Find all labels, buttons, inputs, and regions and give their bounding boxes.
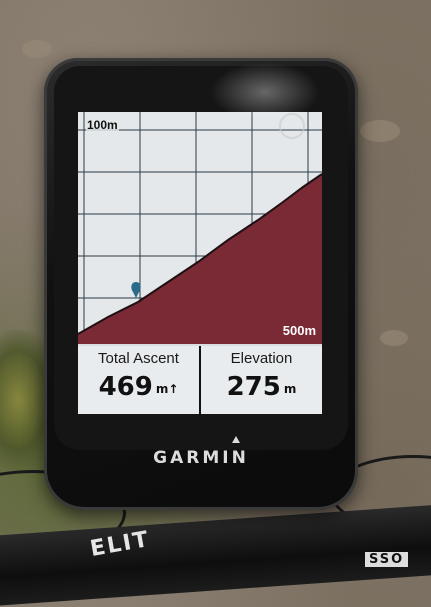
device-screen: 100m 500m Total Ascent 469 m↑ Elevation 2… — [78, 112, 322, 414]
elevation-plot — [78, 112, 322, 344]
field-value: 469 m↑ — [78, 372, 199, 402]
background-speck — [22, 40, 52, 58]
field-unit: m — [283, 382, 297, 396]
field-unit: m↑ — [155, 382, 179, 396]
field-title: Elevation — [230, 350, 293, 367]
field-elevation[interactable]: Elevation 275 m — [201, 346, 322, 414]
handlebar-right-text: SSO — [365, 552, 409, 567]
background-speck — [380, 330, 408, 346]
field-number: 469 — [98, 372, 153, 402]
elevation-chart: 100m 500m — [78, 112, 322, 344]
glare-ring — [279, 113, 305, 139]
brand-logo: GARMIN — [153, 448, 249, 468]
chart-bottom-label: 500m — [282, 323, 316, 338]
map-pin-icon — [131, 282, 141, 298]
data-fields: Total Ascent 469 m↑ Elevation 275 m — [78, 346, 322, 414]
field-total-ascent[interactable]: Total Ascent 469 m↑ — [78, 346, 199, 414]
chart-top-label: 100m — [86, 118, 119, 132]
brand-triangle-icon — [232, 436, 240, 443]
field-value: 275 m — [201, 372, 322, 402]
elevation-profile-line — [78, 173, 322, 335]
field-title: Total Ascent — [98, 350, 179, 367]
field-number: 275 — [226, 372, 281, 402]
background-speck — [360, 120, 400, 142]
